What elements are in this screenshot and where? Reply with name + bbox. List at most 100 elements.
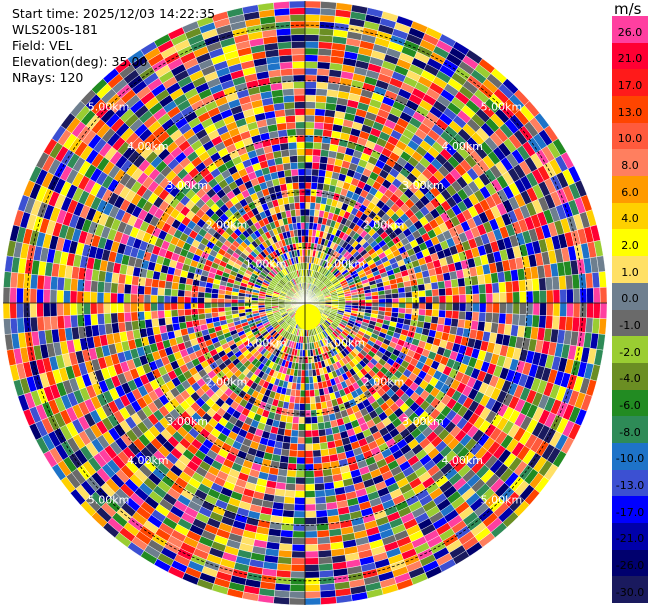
velocity-gate [304,349,309,357]
velocity-gate [566,302,574,318]
velocity-gate [307,362,313,371]
velocity-gate [314,101,327,110]
velocity-gate [170,309,179,318]
velocity-gate [552,289,561,304]
velocity-gate [295,128,306,136]
velocity-gate [299,195,306,203]
velocity-gate [505,281,513,293]
velocity-gate [297,161,306,170]
velocity-gate [304,577,320,586]
velocity-gate [471,311,480,322]
velocity-gate [499,292,507,304]
velocity-gate [418,302,427,310]
velocity-gate [492,302,500,314]
velocity-gate [304,54,319,62]
velocity-gate [319,155,329,165]
velocity-gate [295,121,306,129]
velocity-gate [285,482,296,491]
velocity-gate [171,281,180,290]
velocity-gate [294,108,306,116]
velocity-gate [304,503,317,512]
velocity-gate [318,162,328,171]
velocity-gate [304,108,316,116]
velocity-gate [498,312,507,325]
velocity-gate [317,536,331,545]
velocity-gate [244,302,252,307]
velocity-gate [518,314,527,327]
velocity-gate [304,202,311,210]
velocity-gate [309,202,316,210]
velocity-gate [531,314,540,328]
velocity-gate [298,416,306,425]
velocity-gate [183,296,192,304]
velocity-gate [144,277,153,288]
velocity-gate [431,288,440,297]
velocity-gate [150,294,158,304]
velocity-gate [304,356,309,364]
velocity-gate [309,396,316,404]
velocity-gate [217,307,226,313]
velocity-gate [425,302,433,310]
velocity-gate [276,28,292,37]
velocity-gate [484,312,493,323]
velocity-gate [281,516,294,525]
velocity-gate [311,175,319,184]
velocity-gate [197,308,206,315]
velocity-gate [190,290,199,298]
velocity-gate [391,302,400,309]
velocity-gate [416,277,425,286]
velocity-gate [103,302,111,314]
velocity-gate [103,292,111,304]
velocity-gate [295,470,306,478]
velocity-gate [297,168,306,176]
velocity-gate [484,283,493,294]
velocity-gate [322,414,331,423]
velocity-gate [316,415,325,424]
velocity-gate [304,181,312,190]
velocity-gate [358,299,366,304]
velocity-gate [280,448,290,457]
velocity-gate [293,503,306,512]
velocity-gate [531,278,540,292]
velocity-gate [103,312,112,325]
velocity-gate [472,293,480,304]
velocity-gate [123,311,132,323]
velocity-gate [479,302,487,313]
velocity-gate [283,169,292,178]
velocity-gate [131,275,140,286]
velocity-gate [285,115,296,124]
velocity-gate [204,312,213,319]
velocity-gate [283,428,292,437]
velocity-gate [49,289,58,304]
velocity-gate [56,276,65,291]
velocity-gate [551,276,560,291]
velocity-gate [313,476,325,485]
velocity-gate [204,302,212,309]
velocity-gate [304,20,320,29]
velocity-gate [164,288,172,297]
velocity-gate [304,443,313,451]
velocity-gate [301,242,306,250]
velocity-gate [539,302,547,316]
velocity-gate [532,302,541,316]
velocity-gate [398,307,406,314]
velocity-gate [177,302,185,310]
velocity-gate [123,283,132,295]
velocity-gate [304,510,317,518]
velocity-gate [190,296,198,304]
velocity-gate [304,228,310,237]
velocity-gate [572,288,581,304]
velocity-gate [539,290,547,304]
velocity-gate [291,47,306,56]
velocity-gate [499,302,507,314]
velocity-gate [304,470,315,478]
velocity-gate [365,302,373,307]
velocity-gate [304,34,320,42]
velocity-gate [130,293,138,304]
velocity-gate [318,34,334,43]
velocity-gate [204,297,212,304]
velocity-gate [519,291,527,304]
velocity-gate [291,54,306,62]
velocity-gate [538,277,547,291]
velocity-gate [304,477,315,485]
